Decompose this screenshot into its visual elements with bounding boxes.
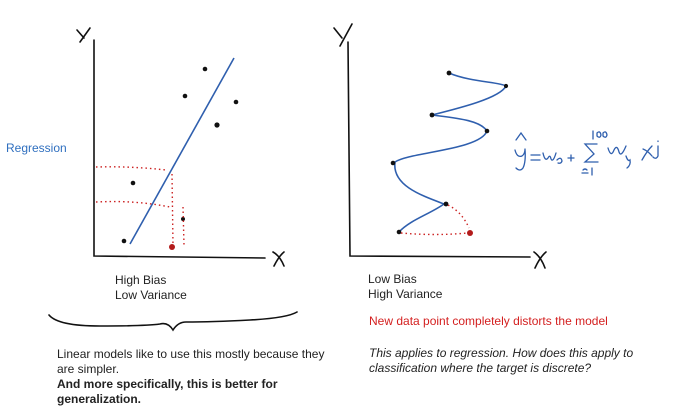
data-point [484,128,490,134]
left-plot [76,27,285,267]
data-point [443,201,449,207]
distortion-warning: New data point completely distorts the m… [369,314,608,328]
right-caption-bias: Low Bias [368,272,417,286]
polynomial-formula [514,130,659,176]
left-y-axis [93,39,266,259]
data-point [233,99,239,105]
linear-models-note: Linear models like to use this mostly be… [57,347,327,407]
data-point [446,70,452,76]
data-point [396,229,402,235]
regression-label: Regression [6,141,67,155]
right-y-axis [347,41,531,258]
generalization-note-text: And more specifically, this is better fo… [57,377,278,406]
left-data-points [121,66,239,244]
right-overfit-curve [394,72,508,233]
curly-brace [48,311,298,332]
left-caption-bias: High Bias [115,273,167,287]
linear-models-note-text: Linear models like to use this mostly be… [57,347,325,376]
data-point [390,160,396,166]
right-x-axis-label [533,251,547,269]
left-new-data-point [169,244,175,250]
left-error-dotted-lines [95,166,185,246]
left-caption-variance: Low Variance [115,288,187,302]
data-point [182,93,188,99]
right-plot [333,23,659,269]
left-y-axis-label [76,27,91,43]
data-point [429,112,435,118]
classification-question: This applies to regression. How does thi… [369,346,634,375]
data-point [181,217,185,221]
right-caption-variance: High Variance [368,287,443,301]
left-x-axis-label [272,251,285,267]
data-point [202,66,208,72]
data-point [130,180,136,186]
right-data-points [390,70,509,235]
right-y-axis-label [333,23,353,47]
data-point [121,238,127,244]
data-point [503,83,509,89]
left-fit-line [129,57,235,245]
right-new-data-point [467,230,473,236]
data-point [214,122,220,128]
